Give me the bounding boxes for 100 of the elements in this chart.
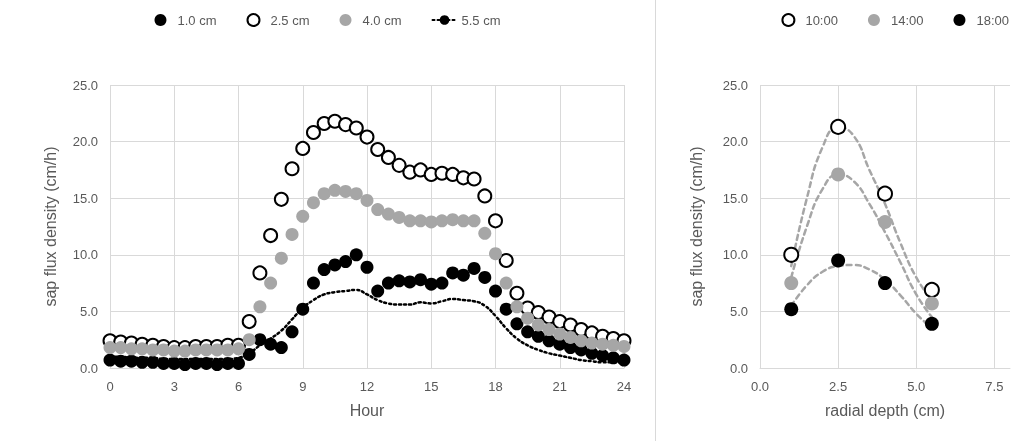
point	[157, 343, 171, 357]
point	[510, 300, 524, 314]
point	[924, 296, 939, 311]
point	[489, 247, 502, 261]
point	[924, 316, 939, 331]
x-axis-title: radial depth (cm)	[824, 401, 946, 419]
point	[403, 214, 417, 228]
point	[606, 338, 620, 352]
legend-label: 14:00	[890, 12, 924, 28]
point	[392, 210, 406, 224]
point	[424, 215, 438, 229]
y-tick-label: 20.0	[72, 134, 98, 150]
point	[114, 341, 128, 355]
point	[264, 276, 278, 290]
point	[199, 343, 213, 357]
point	[477, 188, 493, 204]
x-tick-label: 2.5	[829, 379, 848, 394]
point	[424, 277, 438, 291]
point	[521, 325, 535, 339]
point	[617, 353, 631, 367]
point	[339, 255, 353, 269]
legend-label: 5.5 cm	[461, 12, 501, 28]
point	[360, 260, 374, 274]
y-tick-label: 10.0	[72, 247, 98, 263]
point	[253, 300, 267, 314]
point	[574, 334, 588, 348]
point	[360, 193, 374, 207]
point	[328, 183, 342, 197]
point	[878, 276, 892, 291]
point	[264, 337, 278, 351]
x-tick-label: 6	[234, 379, 243, 394]
y-tick-label: 5.0	[79, 303, 98, 319]
point	[478, 226, 492, 240]
point	[435, 214, 449, 228]
point	[167, 356, 181, 370]
legend-label: 4.0 cm	[362, 12, 402, 28]
point	[242, 333, 256, 347]
point	[157, 356, 171, 370]
point	[413, 162, 429, 178]
point	[242, 347, 256, 361]
point	[466, 171, 482, 187]
point	[381, 276, 395, 290]
point	[831, 253, 846, 268]
point	[114, 354, 128, 368]
y-tick-label: 5.0	[729, 303, 748, 319]
x-tick-label: 5.0	[907, 379, 926, 394]
point	[531, 329, 545, 343]
y-tick-label: 15.0	[722, 190, 748, 206]
point	[359, 129, 375, 145]
point	[606, 351, 620, 365]
point	[285, 325, 299, 339]
point	[877, 185, 893, 202]
point	[553, 327, 567, 341]
point	[252, 265, 268, 281]
point	[232, 356, 245, 370]
x-tick-label: 12	[359, 379, 375, 394]
point	[135, 342, 149, 356]
point	[189, 343, 203, 357]
point	[381, 207, 395, 221]
point	[531, 318, 545, 332]
point	[285, 227, 299, 241]
x-tick-label: 3	[170, 379, 178, 394]
point	[146, 355, 160, 369]
x-tick-label: 9	[299, 379, 307, 394]
point	[339, 184, 353, 198]
point	[435, 276, 449, 290]
x-tick-label: 18	[488, 379, 503, 394]
point	[124, 354, 138, 368]
point	[467, 214, 481, 228]
point	[189, 356, 203, 370]
x-tick-label: 0.0	[750, 379, 770, 394]
point	[274, 251, 288, 265]
point	[317, 187, 331, 201]
point	[878, 214, 892, 229]
point	[403, 275, 417, 289]
y-tick-label: 0.0	[729, 360, 748, 376]
point	[467, 261, 481, 275]
point	[305, 125, 321, 141]
point	[392, 274, 406, 288]
point	[456, 214, 470, 228]
y-tick-label: 20.0	[722, 134, 748, 150]
point	[446, 213, 460, 227]
point	[371, 284, 385, 298]
legend-label: 18:00	[976, 12, 1010, 28]
point	[414, 214, 428, 228]
point	[542, 323, 556, 337]
point	[295, 140, 311, 156]
point	[585, 336, 599, 350]
point	[499, 276, 513, 290]
point	[456, 268, 470, 282]
point	[831, 167, 846, 182]
point	[296, 209, 310, 223]
point	[414, 273, 428, 287]
y-tick-label: 15.0	[72, 190, 98, 206]
legend-label: 2.5 cm	[270, 12, 310, 28]
point	[284, 161, 300, 177]
x-tick-label: 15	[424, 379, 439, 394]
point	[349, 248, 363, 262]
point	[510, 317, 524, 331]
x-tick-label: 0	[106, 379, 114, 394]
